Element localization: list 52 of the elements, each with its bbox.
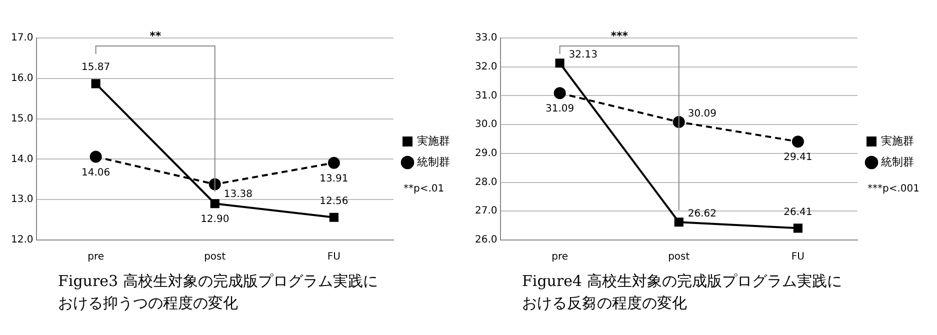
y-tick-label: 29.0	[475, 148, 498, 160]
data-label: 15.87	[81, 62, 110, 74]
data-label: 32.13	[568, 50, 598, 61]
y-tick-label: 28.0	[475, 176, 498, 188]
y-tick-label: 31.0	[475, 90, 498, 102]
point	[555, 58, 564, 68]
data-label: 31.09	[545, 104, 574, 115]
y-tick-label: 12.0	[11, 234, 34, 246]
y-tick-label: 30.0	[475, 119, 498, 130]
point	[91, 79, 100, 88]
legend-label: 実施群	[881, 134, 914, 148]
point	[328, 156, 340, 169]
data-label: 14.06	[81, 167, 110, 178]
point	[792, 136, 804, 148]
text: Figure4 高校生対象の完成版プログラム実践における反芻の程度の変化	[522, 271, 843, 314]
y-tick-label: 26.0	[475, 234, 498, 246]
data-label: 26.41	[784, 206, 812, 218]
point	[90, 150, 102, 163]
legend-label: 実施群	[417, 134, 450, 148]
x-tick-label: FU	[327, 252, 340, 263]
y-tick-label: 32.0	[475, 61, 498, 72]
x-tick-label: FU	[791, 252, 804, 263]
y-tick-label: 15.0	[11, 113, 34, 124]
y-tick-label: 17.0	[11, 32, 34, 44]
point	[554, 87, 566, 100]
data-label: 30.09	[688, 108, 717, 120]
y-tick-label: 13.0	[11, 194, 34, 206]
x-tick-label: pre	[552, 252, 568, 263]
x-tick-label: pre	[88, 252, 104, 263]
legend-label: 統制群	[417, 155, 450, 168]
text: Figure3 高校生対象の完成版プログラム実践における抑うつの程度の変化	[58, 271, 379, 314]
text: ***p<.001	[868, 184, 920, 195]
y-tick-label: 16.0	[11, 72, 34, 84]
y-tick-label: 33.0	[475, 32, 498, 44]
data-label: 26.62	[688, 208, 717, 220]
annotation: ***	[610, 29, 628, 42]
annotation: **	[150, 29, 162, 42]
data-label: 29.41	[784, 152, 812, 164]
data-label: 13.91	[320, 173, 348, 184]
data-label: 13.38	[224, 188, 253, 200]
point	[793, 224, 802, 233]
point	[210, 199, 220, 208]
x-tick-label: post	[204, 252, 226, 263]
text: **p<.01	[404, 184, 444, 195]
y-tick-label: 14.0	[11, 154, 34, 165]
x-tick-label: post	[668, 252, 690, 263]
point	[674, 218, 684, 227]
y-tick-label: 27.0	[475, 206, 498, 217]
point	[329, 212, 338, 222]
data-label: 12.56	[320, 196, 348, 207]
legend-label: 統制群	[881, 155, 914, 168]
data-label: 12.90	[200, 214, 230, 226]
